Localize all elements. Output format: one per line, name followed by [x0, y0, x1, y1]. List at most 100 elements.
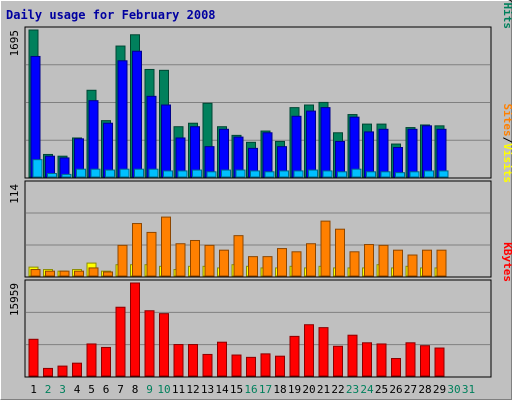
- bar-pages-day-5: [90, 168, 101, 178]
- bar-pages-day-16: [250, 170, 260, 178]
- legend-middle: Sites/Visits: [501, 104, 512, 184]
- bar-files-day-27: [407, 128, 418, 178]
- x-tick-label-day-19: 19: [288, 383, 301, 396]
- bar-kbytes-day-5: [86, 343, 97, 377]
- bar-sites-day-19: [291, 251, 302, 277]
- bar-kbytes-day-9: [144, 310, 155, 377]
- bar-sites-day-17: [262, 256, 273, 277]
- bar-kbytes-day-26: [391, 358, 401, 377]
- bar-kbytes-day-6: [101, 346, 111, 377]
- legend-item: Hits: [501, 3, 512, 30]
- x-tick-label-day-21: 21: [317, 383, 330, 396]
- bar-kbytes-day-19: [289, 335, 300, 377]
- bar-kbytes-day-18: [275, 355, 285, 377]
- bar-pages-day-26: [395, 172, 405, 178]
- x-tick-label-day-30: 30: [447, 383, 460, 396]
- bar-sites-day-11: [175, 243, 186, 277]
- bar-sites-day-2: [45, 270, 55, 277]
- legend-item: /: [501, 137, 512, 144]
- bar-files-day-1: [30, 55, 41, 178]
- bar-files-day-20: [306, 110, 316, 178]
- bar-pages-day-3: [61, 173, 72, 178]
- legend-top: Pages/Files/Hits: [501, 0, 512, 29]
- bar-kbytes-day-21: [318, 327, 329, 377]
- x-tick-label-day-22: 22: [331, 383, 344, 396]
- bar-files-day-29: [436, 128, 447, 178]
- bar-pages-day-27: [409, 171, 420, 178]
- bar-pages-day-1: [32, 159, 43, 178]
- bar-sites-day-1: [30, 269, 41, 277]
- bar-files-day-28: [422, 125, 432, 178]
- x-tick-label-day-7: 7: [117, 383, 124, 396]
- bar-pages-day-28: [424, 170, 434, 178]
- bar-files-day-19: [291, 115, 302, 178]
- bar-kbytes-day-11: [173, 344, 184, 377]
- bar-files-day-21: [320, 107, 331, 178]
- x-tick-label-day-3: 3: [59, 383, 66, 396]
- y-axis-max-label: 114: [8, 184, 21, 204]
- bar-kbytes-day-3: [57, 365, 68, 377]
- bar-pages-day-15: [235, 169, 246, 178]
- bar-kbytes-day-4: [72, 362, 82, 377]
- bar-kbytes-day-8: [130, 282, 140, 377]
- x-tick-label-day-28: 28: [418, 383, 431, 396]
- bar-sites-day-9: [146, 231, 157, 277]
- x-tick-label-day-8: 8: [132, 383, 139, 396]
- bar-kbytes-day-7: [115, 306, 126, 377]
- bar-pages-day-2: [47, 173, 57, 178]
- bar-sites-day-27: [407, 254, 418, 277]
- bar-pages-day-19: [293, 170, 304, 178]
- bar-sites-day-12: [190, 239, 200, 277]
- bar-pages-day-22: [337, 171, 347, 178]
- bar-kbytes-day-29: [434, 347, 445, 377]
- x-tick-label-day-20: 20: [302, 383, 315, 396]
- bar-kbytes-day-16: [246, 356, 256, 377]
- bar-kbytes-day-23: [347, 334, 358, 377]
- bar-kbytes-day-12: [188, 344, 198, 377]
- bar-pages-day-18: [279, 170, 289, 178]
- x-tick-label-day-13: 13: [201, 383, 214, 396]
- bar-pages-day-23: [351, 168, 362, 178]
- bar-kbytes-day-17: [260, 353, 271, 377]
- bar-files-day-10: [161, 104, 171, 178]
- panel-bottom: 15959 KBytes: [8, 242, 512, 378]
- bar-kbytes-day-27: [405, 342, 416, 377]
- x-tick-label-day-6: 6: [103, 383, 110, 396]
- bar-files-day-8: [132, 50, 142, 178]
- bar-files-day-12: [190, 126, 200, 178]
- x-tick-label-day-26: 26: [389, 383, 402, 396]
- y-axis-max-label: 15959: [8, 283, 21, 316]
- x-tick-label-day-4: 4: [74, 383, 81, 396]
- bar-pages-day-12: [192, 169, 202, 178]
- bar-pages-day-13: [206, 171, 217, 178]
- legend-bottom: KBytes: [501, 242, 512, 282]
- bar-kbytes-day-15: [231, 354, 242, 377]
- bar-pages-day-10: [163, 170, 173, 178]
- bar-pages-day-6: [105, 169, 115, 178]
- legend-item: KBytes: [501, 242, 512, 282]
- panel-top: 1695 Pages/Files/Hits: [8, 0, 512, 179]
- x-tick-label-day-1: 1: [30, 383, 37, 396]
- bar-kbytes-day-20: [304, 324, 314, 377]
- x-tick-label-day-25: 25: [375, 383, 388, 396]
- bar-kbytes-day-2: [43, 367, 53, 377]
- chart-title: Daily usage for February 2008: [6, 8, 216, 22]
- bar-pages-day-11: [177, 170, 188, 178]
- x-tick-label-day-10: 10: [157, 383, 170, 396]
- bar-pages-day-24: [366, 171, 376, 178]
- y-axis-max-label: 1695: [8, 30, 21, 57]
- bar-kbytes-day-25: [376, 343, 387, 377]
- chart-panels: 1695 Pages/Files/Hits 114 Sites/Visits 15959…: [8, 0, 512, 378]
- bar-sites-day-16: [248, 256, 258, 277]
- bar-sites-day-18: [277, 248, 287, 277]
- x-tick-label-day-12: 12: [186, 383, 199, 396]
- bar-sites-day-25: [378, 244, 389, 277]
- bar-files-day-25: [378, 128, 389, 178]
- bar-files-day-9: [146, 95, 157, 178]
- bar-sites-day-23: [349, 251, 360, 277]
- bar-sites-day-8: [132, 223, 142, 277]
- bar-sites-day-28: [422, 249, 432, 277]
- bar-sites-day-22: [335, 228, 345, 277]
- bar-pages-day-17: [264, 171, 275, 178]
- bar-kbytes-day-14: [217, 341, 227, 377]
